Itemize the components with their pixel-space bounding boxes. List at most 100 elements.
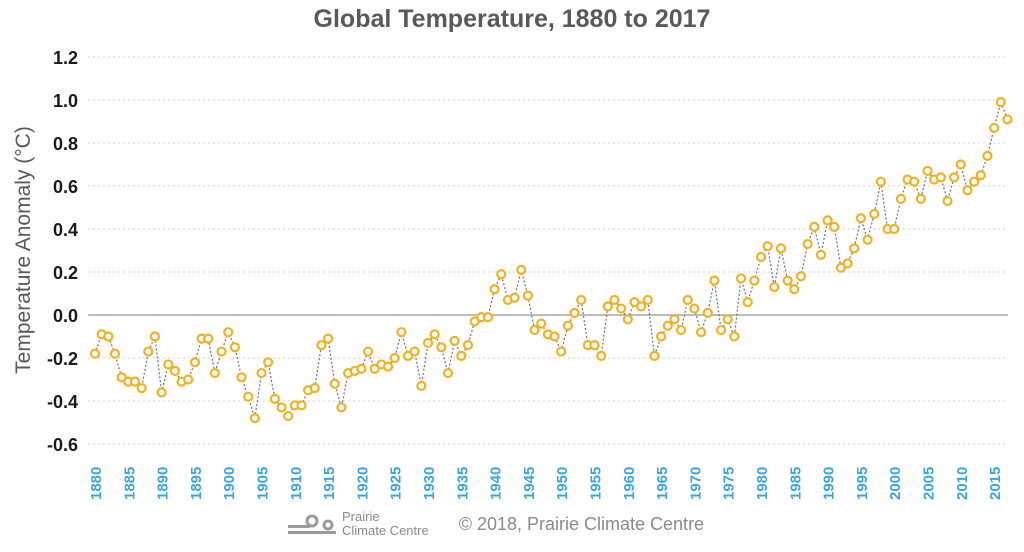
data-point	[662, 320, 673, 331]
y-tick-label: 0.6	[53, 177, 78, 197]
data-point	[982, 150, 993, 161]
x-tick-label: 1970	[687, 467, 704, 500]
data-point	[549, 331, 560, 342]
x-tick-label: 1950	[554, 467, 571, 500]
x-tick-label: 1990	[821, 467, 838, 500]
data-point	[995, 97, 1006, 108]
y-tick-label: -0.2	[47, 349, 78, 369]
x-tick-label: 1985	[787, 467, 804, 500]
data-point	[516, 264, 527, 275]
data-point	[642, 294, 653, 306]
data-point	[969, 176, 980, 187]
data-point	[409, 346, 420, 357]
data-point	[156, 387, 167, 398]
x-tick-label: 1940	[488, 467, 505, 500]
data-point	[889, 223, 900, 235]
data-point	[216, 346, 227, 357]
data-point	[489, 284, 500, 295]
data-point	[829, 221, 840, 232]
data-point	[702, 307, 713, 318]
x-tick-label: 1900	[221, 467, 238, 500]
data-point	[129, 376, 141, 387]
data-point	[596, 350, 607, 361]
data-point	[762, 241, 773, 252]
data-point	[649, 350, 660, 361]
x-tick-label: 2015	[987, 467, 1004, 500]
data-point	[283, 410, 294, 422]
data-point	[809, 221, 820, 232]
data-point	[562, 320, 573, 331]
data-point	[755, 251, 767, 263]
data-point	[949, 172, 960, 183]
data-point	[815, 249, 827, 260]
data-point	[609, 294, 620, 306]
data-point	[143, 346, 154, 357]
logo-line1: Prairie	[342, 509, 380, 524]
data-point	[709, 275, 720, 286]
y-tick-label: -0.6	[47, 435, 78, 455]
x-tick-label: 1980	[754, 467, 771, 500]
data-point	[183, 374, 194, 385]
data-point	[462, 340, 474, 351]
data-point	[429, 329, 440, 340]
data-point	[336, 402, 347, 413]
data-point	[849, 243, 860, 254]
data-point	[263, 357, 274, 368]
data-point	[296, 400, 307, 411]
x-tick-label: 1920	[354, 467, 371, 500]
data-point	[822, 215, 833, 226]
data-point	[329, 378, 340, 389]
logo-text: Prairie Climate Centre	[342, 510, 429, 538]
y-tick-label: 1.0	[53, 91, 78, 111]
x-tick-label: 1960	[621, 467, 638, 500]
prairie-climate-centre-logo-icon	[288, 514, 336, 534]
data-point	[229, 342, 240, 353]
data-point	[695, 327, 707, 338]
x-tick-label: 1955	[588, 467, 605, 500]
data-point	[109, 348, 121, 359]
data-point	[163, 359, 174, 370]
data-point	[935, 172, 946, 183]
data-point	[735, 273, 747, 284]
data-point	[249, 413, 260, 424]
data-point	[169, 365, 181, 376]
x-tick-label: 1910	[288, 467, 305, 500]
data-point	[988, 122, 1000, 134]
x-tick-label: 1935	[454, 467, 471, 500]
data-point	[362, 346, 374, 357]
data-point	[136, 383, 147, 394]
data-point	[869, 208, 880, 220]
y-tick-label: 1.2	[53, 48, 78, 68]
data-point	[669, 314, 680, 325]
x-tick-label: 1890	[155, 467, 172, 500]
data-point	[589, 340, 600, 351]
data-point	[456, 350, 467, 361]
data-point	[722, 314, 733, 325]
data-point	[749, 275, 760, 286]
data-point	[636, 301, 647, 312]
data-point	[536, 318, 547, 329]
copyright: © 2018, Prairie Climate Centre	[458, 513, 705, 534]
data-point	[622, 314, 633, 325]
data-point	[715, 324, 727, 336]
data-point	[389, 352, 400, 364]
data-point	[909, 176, 920, 187]
data-point	[223, 327, 234, 338]
data-point	[576, 294, 587, 306]
data-point	[729, 331, 740, 342]
data-point	[189, 357, 200, 368]
data-point	[256, 367, 267, 379]
data-point	[496, 269, 507, 280]
x-tick-label: 2000	[887, 467, 904, 500]
data-point	[682, 294, 693, 306]
y-axis-label: Temperature Anomaly (°C)	[12, 126, 35, 374]
x-tick-label: 1885	[121, 467, 138, 500]
data-point	[522, 290, 534, 301]
y-tick-label: 0.0	[53, 306, 78, 326]
data-point	[309, 383, 320, 394]
data-point	[243, 391, 254, 402]
data-point	[396, 327, 407, 338]
data-point	[442, 367, 454, 379]
data-point	[89, 348, 101, 359]
